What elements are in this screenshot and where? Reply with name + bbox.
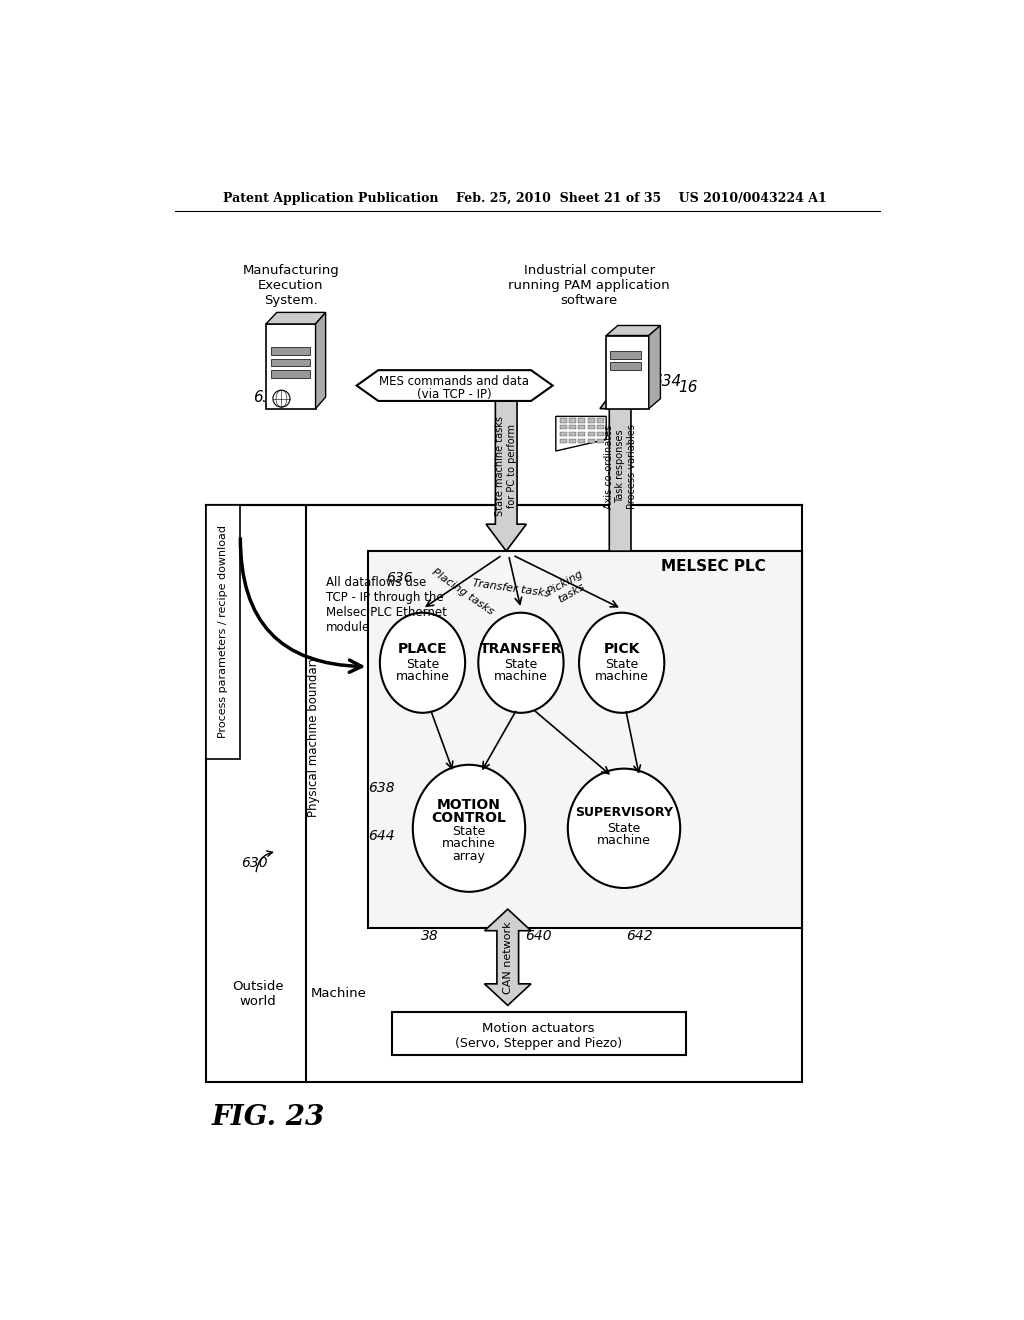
Text: MELSEC PLC: MELSEC PLC — [660, 558, 766, 574]
Text: MOTION: MOTION — [437, 799, 501, 812]
Text: All dataflows use
TCP - IP through the
Melsec PLC Ethernet
module: All dataflows use TCP - IP through the M… — [326, 576, 446, 634]
Polygon shape — [606, 326, 660, 335]
Text: State: State — [607, 822, 641, 834]
Bar — [588, 432, 595, 437]
Bar — [369, 552, 802, 928]
Circle shape — [273, 391, 290, 407]
Bar — [206, 506, 241, 759]
Polygon shape — [556, 416, 606, 451]
Bar — [579, 425, 586, 429]
Text: (Servo, Stepper and Piezo): (Servo, Stepper and Piezo) — [456, 1038, 623, 1051]
Bar — [560, 432, 566, 437]
Bar — [588, 438, 595, 444]
Bar — [560, 425, 566, 429]
Ellipse shape — [579, 612, 665, 713]
Bar — [597, 418, 604, 422]
Polygon shape — [356, 370, 553, 401]
Bar — [610, 351, 641, 359]
Text: Transfer tasks: Transfer tasks — [472, 578, 551, 598]
Text: 632: 632 — [253, 389, 283, 405]
Bar — [569, 432, 575, 437]
Bar — [610, 363, 641, 370]
Text: State: State — [605, 657, 638, 671]
Bar — [597, 432, 604, 437]
Polygon shape — [484, 909, 531, 1006]
Ellipse shape — [380, 612, 465, 713]
Text: Outside
world: Outside world — [232, 979, 284, 1008]
Text: PICK: PICK — [603, 642, 640, 656]
Bar — [579, 432, 586, 437]
Text: Picking
tasks: Picking tasks — [546, 569, 591, 607]
Text: array: array — [453, 850, 485, 862]
Text: CAN network: CAN network — [503, 921, 513, 994]
Text: State machine tasks
for PC to perform: State machine tasks for PC to perform — [496, 416, 517, 516]
Bar — [206, 506, 802, 1082]
Bar — [271, 359, 310, 367]
Bar — [271, 370, 310, 378]
Ellipse shape — [413, 764, 525, 892]
Text: 630: 630 — [241, 855, 267, 870]
Text: machine: machine — [395, 671, 450, 684]
Text: Motion actuators: Motion actuators — [482, 1022, 595, 1035]
Bar — [588, 418, 595, 422]
Text: Axis co-ordinates
Task responses
Process variables: Axis co-ordinates Task responses Process… — [603, 424, 637, 508]
Text: Placing tasks: Placing tasks — [430, 566, 496, 616]
Bar — [597, 438, 604, 444]
Text: 634: 634 — [652, 374, 681, 389]
Bar — [588, 425, 595, 429]
Text: 16: 16 — [678, 380, 697, 396]
Bar — [569, 425, 575, 429]
Text: Physical machine boundary: Physical machine boundary — [307, 655, 321, 817]
Text: 642: 642 — [627, 929, 653, 942]
Bar — [606, 335, 649, 409]
Text: CONTROL: CONTROL — [431, 810, 507, 825]
Text: PLACE: PLACE — [397, 642, 447, 656]
Text: SUPERVISORY: SUPERVISORY — [575, 807, 673, 820]
Bar — [560, 438, 566, 444]
Bar — [569, 438, 575, 444]
Text: machine: machine — [442, 837, 496, 850]
Bar — [266, 323, 315, 409]
Bar — [597, 425, 604, 429]
Text: State: State — [453, 825, 485, 838]
Text: machine: machine — [597, 834, 651, 847]
Bar — [569, 418, 575, 422]
Bar — [579, 418, 586, 422]
Ellipse shape — [568, 768, 680, 888]
Ellipse shape — [478, 612, 563, 713]
Bar — [579, 438, 586, 444]
Bar — [560, 418, 566, 422]
Polygon shape — [600, 381, 640, 552]
Bar — [391, 1011, 686, 1056]
Text: TRANSFER: TRANSFER — [479, 642, 562, 656]
Text: MES commands and data: MES commands and data — [379, 375, 529, 388]
Text: Process parameters / recipe download: Process parameters / recipe download — [217, 525, 227, 738]
Bar — [271, 347, 310, 355]
Text: machine: machine — [595, 671, 648, 684]
Text: Industrial computer
running PAM application
software: Industrial computer running PAM applicat… — [508, 264, 670, 308]
Text: 636: 636 — [386, 572, 413, 585]
Text: 38: 38 — [421, 929, 439, 942]
Polygon shape — [486, 381, 526, 552]
Text: 638: 638 — [369, 781, 395, 795]
Polygon shape — [649, 326, 660, 409]
Text: State: State — [504, 657, 538, 671]
Text: Patent Application Publication    Feb. 25, 2010  Sheet 21 of 35    US 2010/00432: Patent Application Publication Feb. 25, … — [223, 191, 826, 205]
Text: Machine: Machine — [311, 987, 367, 1001]
Polygon shape — [266, 313, 326, 323]
Text: 644: 644 — [369, 829, 395, 843]
Text: FIG. 23: FIG. 23 — [212, 1104, 325, 1130]
Text: machine: machine — [494, 671, 548, 684]
Text: 640: 640 — [525, 929, 552, 942]
Text: Manufacturing
Execution
System.: Manufacturing Execution System. — [243, 264, 339, 308]
Text: State: State — [406, 657, 439, 671]
Text: 636: 636 — [572, 1010, 599, 1024]
Polygon shape — [315, 313, 326, 409]
Text: (via TCP - IP): (via TCP - IP) — [417, 388, 492, 400]
